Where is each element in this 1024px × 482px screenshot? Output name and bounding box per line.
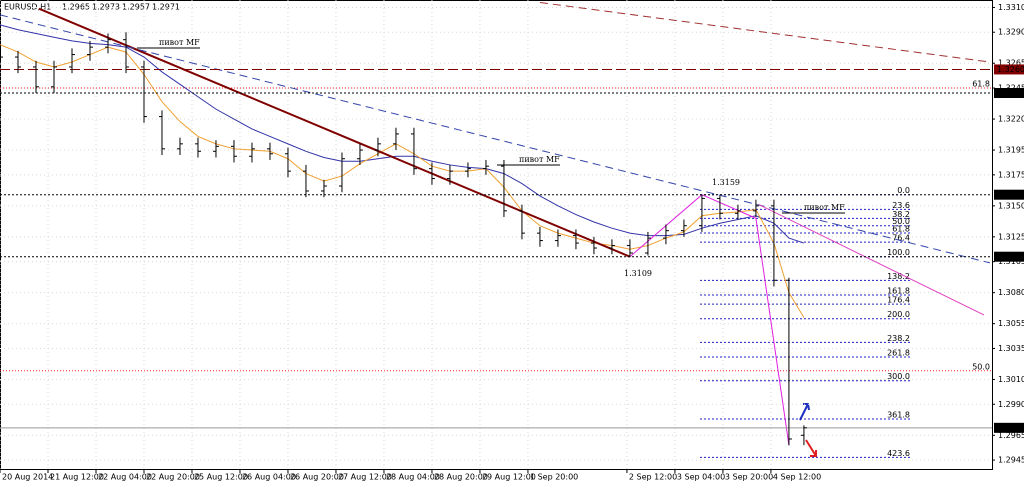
annotation: пивот MF	[159, 38, 200, 47]
ohlc-value: 1.2973	[92, 3, 120, 12]
x-tick-label: 21 Aug 12:00	[50, 473, 104, 482]
fibo-label: 38.2	[892, 210, 910, 219]
x-tick-label: 3 Sep 20:00	[725, 473, 773, 482]
fibo-label: 23.6	[892, 201, 910, 210]
x-tick-label: 22 Aug 20:00	[146, 473, 200, 482]
red-level-label: 61.8	[972, 80, 990, 89]
y-tick-label: 1.3035	[998, 344, 1024, 353]
x-tick-label: 22 Aug 04:00	[98, 473, 152, 482]
x-tick-label: 4 Sep 12:00	[773, 473, 821, 482]
down-arrow	[805, 439, 817, 457]
annotation: 1.3159	[712, 178, 740, 187]
fibo-label: 76.4	[892, 234, 910, 243]
moving-average	[0, 44, 805, 318]
y-tick-label: 1.3195	[998, 146, 1024, 155]
x-tick-label: 28 Aug 20:00	[434, 473, 488, 482]
fibo-label: 423.6	[887, 449, 910, 458]
price-box	[994, 64, 1024, 75]
annotation: пивот MF	[804, 203, 845, 212]
price-box-label: 1.3109	[997, 252, 1024, 261]
fibo-label: 176.4	[887, 296, 910, 305]
fibo-label: 361.8	[887, 411, 910, 420]
x-tick-label: 3 Sep 04:00	[677, 473, 725, 482]
symbol: EURUSD,H1	[4, 3, 51, 12]
y-tick-label: 1.3150	[998, 201, 1024, 210]
price-box	[994, 88, 1024, 99]
trendline	[0, 14, 991, 264]
x-tick-label: 20 Aug 2014	[2, 473, 53, 482]
fibo-label: 238.2	[887, 334, 910, 343]
trendline	[539, 1, 990, 63]
y-tick-label: 1.3055	[998, 319, 1024, 328]
annotation: 1.3109	[624, 269, 652, 278]
price-box	[994, 251, 1024, 262]
trendline	[38, 7, 631, 258]
fibo-label: 300.0	[887, 372, 910, 381]
x-tick-label: 2 Sep 12:00	[629, 473, 677, 482]
y-tick-label: 1.2945	[998, 456, 1024, 465]
x-tick-label: 25 Aug 12:00	[194, 473, 248, 482]
x-tick-label: 1 Sep 20:00	[530, 473, 578, 482]
ohlc-value: 1.2971	[152, 3, 180, 12]
y-tick-label: 1.3265	[998, 59, 1024, 68]
price-box-label: 1.3241	[997, 89, 1024, 98]
y-tick-label: 1.3175	[998, 170, 1024, 179]
fibo-label: 50.0	[892, 217, 910, 226]
fibo-label: 0.0	[897, 186, 910, 195]
y-tick-label: 1.3220	[998, 115, 1024, 124]
y-tick-label: 1.2990	[998, 400, 1024, 409]
x-tick-label: 28 Aug 04:00	[386, 473, 440, 482]
y-tick-label: 1.3080	[998, 288, 1024, 297]
x-tick-label: 27 Aug 12:00	[338, 473, 392, 482]
x-tick-label: 29 Aug 12:00	[482, 473, 536, 482]
fibo-label: 100.0	[887, 248, 910, 257]
y-tick-label: 1.2965	[998, 431, 1024, 440]
y-tick-label: 1.3010	[998, 375, 1024, 384]
fibo-label: 200.0	[887, 310, 910, 319]
price-box-label: 1.2971	[997, 423, 1024, 432]
x-tick-label: 26 Aug 20:00	[290, 473, 344, 482]
price-box-label: 1.3159	[997, 190, 1024, 199]
price-box	[994, 422, 1024, 433]
fibo-label: 61.8	[892, 225, 910, 234]
fibo-label: 161.8	[887, 287, 910, 296]
y-tick-label: 1.3125	[998, 232, 1024, 241]
y-tick-label: 1.3290	[998, 28, 1024, 37]
trendline	[758, 204, 985, 316]
plot-frame	[0, 0, 993, 470]
fibo-label: 138.2	[887, 272, 910, 281]
price-box	[994, 189, 1024, 200]
red-level-label: 50.0	[972, 362, 990, 371]
x-tick-label: 26 Aug 04:00	[242, 473, 296, 482]
fibo-label: 261.8	[887, 349, 910, 358]
header: EURUSD,H1	[4, 3, 51, 12]
annotation: пивот MF	[519, 155, 560, 164]
price-box-label: 1.3260	[997, 65, 1024, 74]
y-tick-label: 1.3310	[998, 3, 1024, 12]
